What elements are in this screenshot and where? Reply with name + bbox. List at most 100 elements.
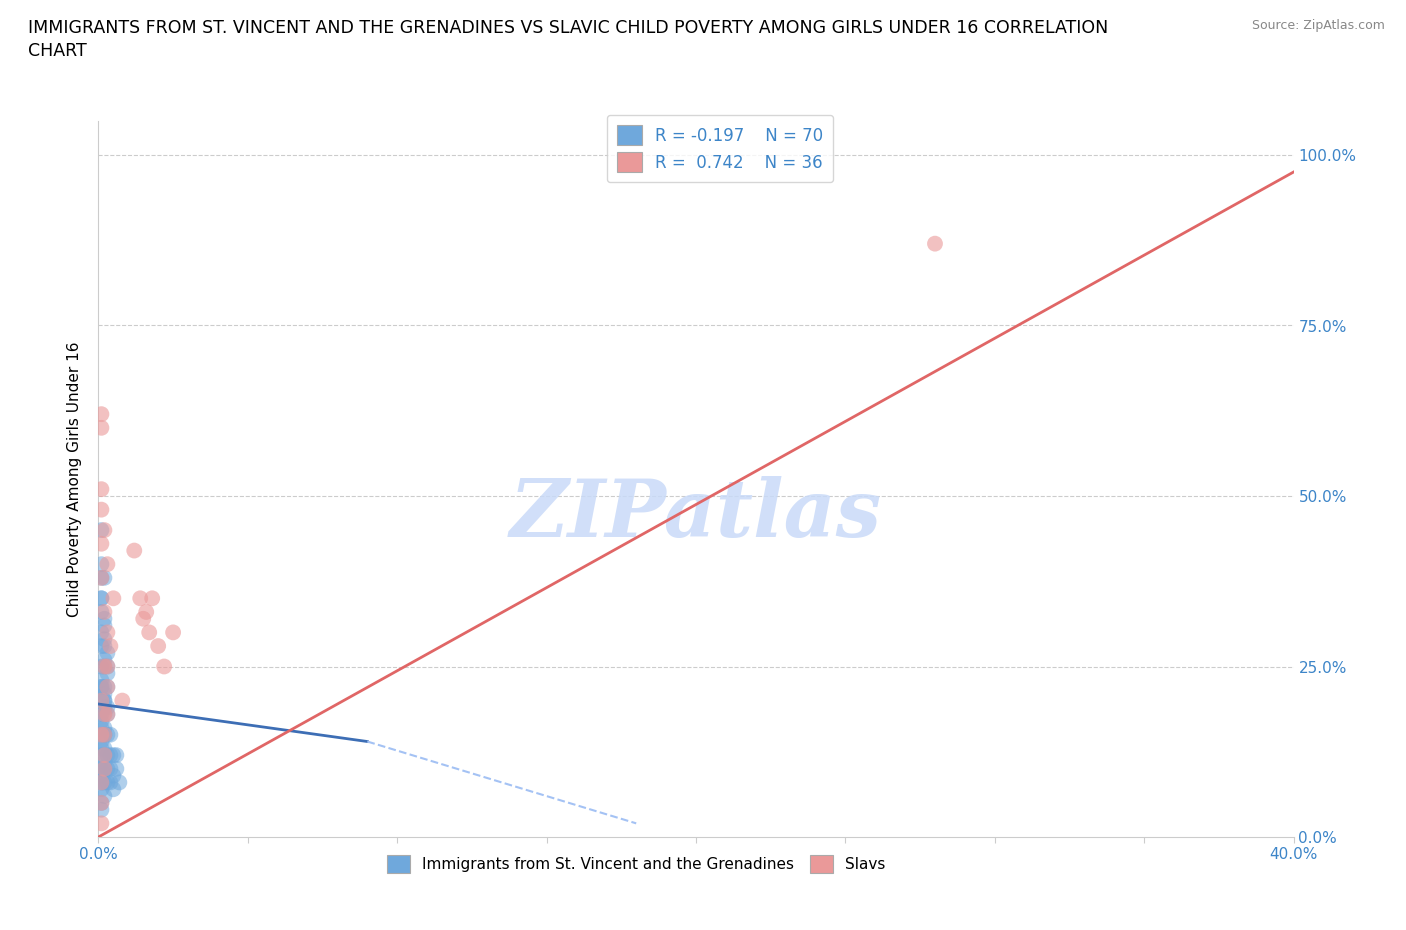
Point [90,570,112,585]
Point [90,762,112,777]
Point [93,639,115,654]
Point [93,700,115,715]
Point [90,713,112,728]
Point [93,754,115,769]
Point [132,611,155,626]
Point [90,591,112,605]
Point [96,666,118,681]
Point [90,502,112,517]
Point [93,727,115,742]
Point [105,762,128,777]
Point [141,591,163,605]
Point [96,625,118,640]
Point [90,591,112,605]
Point [98,748,122,763]
Point [93,611,115,626]
Point [90,741,112,756]
Point [90,762,112,777]
Point [93,604,115,619]
Point [96,557,118,572]
Point [111,693,134,708]
Point [924,236,946,251]
Point [93,727,115,742]
Point [93,707,115,722]
Point [90,639,112,654]
Point [98,775,122,790]
Point [93,570,115,585]
Y-axis label: Child Poverty Among Girls Under 16: Child Poverty Among Girls Under 16 [67,341,83,617]
Point [90,775,112,790]
Point [90,625,112,640]
Point [129,591,152,605]
Point [162,625,184,640]
Text: ZIPatlas: ZIPatlas [510,476,882,553]
Point [103,782,125,797]
Point [93,727,115,742]
Point [103,748,125,763]
Point [105,748,128,763]
Point [90,775,112,790]
Point [90,721,112,736]
Point [90,570,112,585]
Point [90,795,112,810]
Point [93,659,115,674]
Point [90,537,112,551]
Point [90,795,112,810]
Point [96,659,118,674]
Point [93,741,115,756]
Point [93,523,115,538]
Point [90,523,112,538]
Point [90,420,112,435]
Text: IMMIGRANTS FROM ST. VINCENT AND THE GRENADINES VS SLAVIC CHILD POVERTY AMONG GIR: IMMIGRANTS FROM ST. VINCENT AND THE GREN… [28,19,1108,60]
Legend: Immigrants from St. Vincent and the Grenadines, Slavs: Immigrants from St. Vincent and the Gren… [381,849,891,880]
Point [90,748,112,763]
Point [153,659,176,674]
Point [96,748,118,763]
Point [96,775,118,790]
Point [90,604,112,619]
Point [93,686,115,701]
Point [96,727,118,742]
Point [138,625,160,640]
Point [96,700,118,715]
Point [93,762,115,777]
Point [90,734,112,749]
Point [90,680,112,695]
Point [90,406,112,421]
Point [90,775,112,790]
Point [93,652,115,667]
Point [93,693,115,708]
Point [103,768,125,783]
Point [93,721,115,736]
Point [93,707,115,722]
Point [90,680,112,695]
Point [98,727,122,742]
Point [93,748,115,763]
Point [98,639,122,654]
Point [124,543,146,558]
Point [96,659,118,674]
Point [93,789,115,804]
Point [93,618,115,633]
Point [93,631,115,646]
Point [90,816,112,830]
Point [93,762,115,777]
Text: Source: ZipAtlas.com: Source: ZipAtlas.com [1251,19,1385,32]
Point [90,659,112,674]
Point [90,693,112,708]
Point [93,748,115,763]
Point [96,707,118,722]
Point [135,604,157,619]
Point [93,659,115,674]
Point [90,727,112,742]
Point [90,482,112,497]
Point [90,557,112,572]
Point [96,680,118,695]
Point [90,672,112,687]
Point [96,680,118,695]
Point [90,693,112,708]
Point [93,775,115,790]
Point [90,727,112,742]
Point [96,762,118,777]
Point [108,775,131,790]
